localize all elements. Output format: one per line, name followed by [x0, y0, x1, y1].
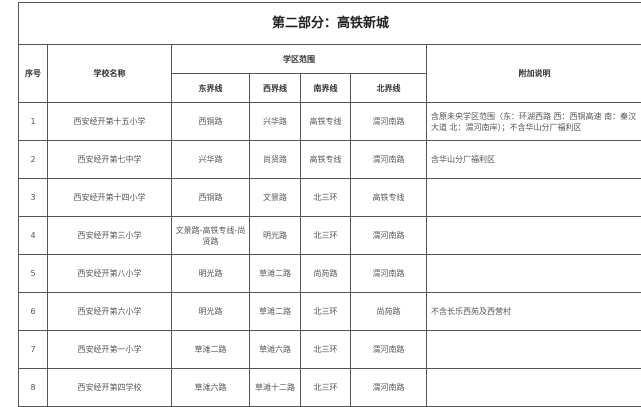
cell-note: 不含长乐西苑及西营村: [427, 293, 641, 331]
cell-south: 北三环: [301, 293, 351, 331]
cell-east: 明光路: [172, 293, 250, 331]
cell-west: 明光路: [250, 217, 301, 255]
cell-east: 文景路-高铁专线-尚贤路: [172, 217, 250, 255]
cell-west: 兴华路: [250, 103, 301, 141]
cell-west: 草滩二路: [250, 255, 301, 293]
cell-west: 文景路: [250, 179, 301, 217]
cell-no: 4: [19, 217, 48, 255]
cell-south: 北三环: [301, 217, 351, 255]
cell-note: 含华山分厂福利区: [427, 141, 641, 179]
cell-note: [427, 255, 641, 293]
cell-north: 渭河南路: [351, 217, 427, 255]
school-district-table: 第二部分：高铁新城 序号 学校名称 学区范围 附加说明 东界线 西界线 南界线 …: [18, 2, 641, 407]
header-school: 学校名称: [48, 45, 172, 103]
cell-north: 渭河南路: [351, 331, 427, 369]
cell-north: 渭河南路: [351, 255, 427, 293]
cell-no: 6: [19, 293, 48, 331]
cell-south: 北三环: [301, 331, 351, 369]
cell-note: [427, 369, 641, 407]
cell-school: 西安经开第十五小学: [48, 103, 172, 141]
cell-north: 尚苑路: [351, 293, 427, 331]
cell-west: 草滩十二路: [250, 369, 301, 407]
cell-school: 西安经开第十四小学: [48, 179, 172, 217]
cell-north: 渭河南路: [351, 103, 427, 141]
cell-no: 1: [19, 103, 48, 141]
cell-note: [427, 179, 641, 217]
cell-school: 西安经开第一小学: [48, 331, 172, 369]
header-south: 南界线: [301, 74, 351, 103]
cell-south: 北三环: [301, 369, 351, 407]
cell-note: [427, 217, 641, 255]
cell-east: 兴华路: [172, 141, 250, 179]
header-note: 附加说明: [427, 45, 641, 103]
cell-school: 西安经开第四学校: [48, 369, 172, 407]
cell-east: 西铜路: [172, 179, 250, 217]
cell-north: 渭河南路: [351, 369, 427, 407]
cell-no: 7: [19, 331, 48, 369]
header-no: 序号: [19, 45, 48, 103]
cell-south: 北三环: [301, 179, 351, 217]
cell-east: 草滩二路: [172, 331, 250, 369]
cell-note: 含原未央学区范围（东：环湖西路 西：西铜高速 南：秦汉大道 北：渭河南岸）；不含…: [427, 103, 641, 141]
cell-east: 草滩六路: [172, 369, 250, 407]
cell-west: 草滩二路: [250, 293, 301, 331]
cell-no: 5: [19, 255, 48, 293]
cell-east: 明光路: [172, 255, 250, 293]
cell-east: 西铜路: [172, 103, 250, 141]
cell-school: 西安经开第六小学: [48, 293, 172, 331]
header-north: 北界线: [351, 74, 427, 103]
cell-school: 西安经开第八小学: [48, 255, 172, 293]
cell-no: 8: [19, 369, 48, 407]
header-range: 学区范围: [172, 45, 427, 74]
cell-north: 高铁专线: [351, 179, 427, 217]
header-east: 东界线: [172, 74, 250, 103]
cell-west: 草滩六路: [250, 331, 301, 369]
cell-south: 高铁专线: [301, 103, 351, 141]
header-west: 西界线: [250, 74, 301, 103]
cell-note: [427, 331, 641, 369]
cell-no: 2: [19, 141, 48, 179]
table-title: 第二部分：高铁新城: [19, 3, 641, 45]
cell-west: 尚贤路: [250, 141, 301, 179]
cell-south: 尚苑路: [301, 255, 351, 293]
cell-school: 西安经开第七中学: [48, 141, 172, 179]
cell-south: 高铁专线: [301, 141, 351, 179]
cell-no: 3: [19, 179, 48, 217]
cell-north: 渭河南路: [351, 141, 427, 179]
cell-school: 西安经开第三小学: [48, 217, 172, 255]
